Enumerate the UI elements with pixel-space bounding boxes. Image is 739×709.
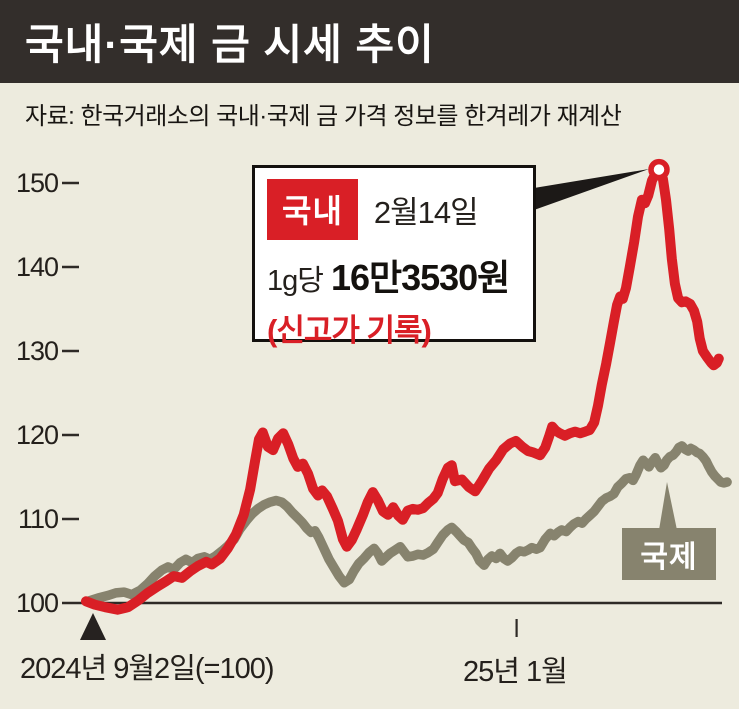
header-bar: 국내·국제 금 시세 추이 bbox=[0, 0, 739, 83]
callout-note: (신고가 기록) bbox=[267, 313, 432, 348]
annotation-callout: 국내 2월14일 1g당 16만3530원 (신고가 기록) bbox=[252, 165, 536, 348]
callout-date: 2월14일 bbox=[373, 195, 479, 230]
y-label-110: 110 bbox=[17, 504, 59, 534]
source-line: 자료: 한국거래소의 국내·국제 금 가격 정보를 한겨레가 재계산 bbox=[25, 103, 622, 130]
y-label-100: 100 bbox=[15, 588, 59, 618]
callout-row-1: 국내 2월14일 bbox=[267, 179, 523, 240]
x-label-mid: 25년 1월 bbox=[463, 656, 568, 688]
y-label-140: 140 bbox=[15, 252, 59, 282]
domestic-line bbox=[81, 164, 724, 615]
international-line bbox=[83, 441, 732, 607]
international-label: 국제 bbox=[622, 528, 716, 580]
callout-price: 16만3530원 bbox=[330, 257, 510, 298]
callout-row-2: 1g당 16만3530원 bbox=[267, 249, 523, 301]
peak-marker bbox=[648, 158, 670, 181]
y-label-130: 130 bbox=[15, 336, 59, 366]
callout-price-prefix: 1g당 bbox=[267, 265, 324, 297]
start-date-marker bbox=[80, 613, 106, 640]
x-label-start: 2024년 9월2일(=100) bbox=[20, 653, 275, 685]
y-label-150: 150 bbox=[15, 168, 59, 198]
page-title: 국내·국제 금 시세 추이 bbox=[25, 21, 435, 68]
domestic-badge: 국내 bbox=[267, 179, 358, 240]
callout-pointer bbox=[534, 169, 649, 210]
y-axis-ticks bbox=[62, 181, 79, 521]
international-label-pointer bbox=[659, 482, 677, 530]
y-label-120: 120 bbox=[15, 420, 59, 450]
